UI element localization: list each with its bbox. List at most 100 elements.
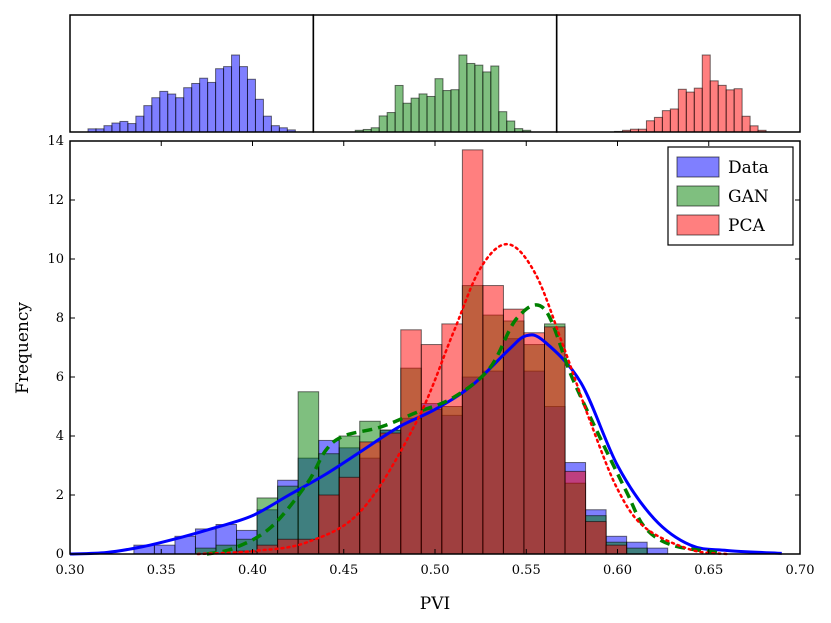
bar-pca-12 [379, 432, 402, 555]
marginal-bar-pca-9 [645, 120, 655, 133]
y-tick-label: 10 [47, 252, 64, 267]
marginal-bar-data-15 [207, 81, 217, 133]
y-axis-title: Frequency [13, 302, 33, 394]
marginal-bar-data-2 [103, 125, 113, 133]
x-tick-label: 0.55 [512, 563, 541, 578]
x-tick-label: 0.45 [329, 563, 358, 578]
marginal-bar-data-22 [262, 115, 272, 133]
marginal-bar-data-3 [111, 122, 121, 133]
marginal-bar-data-21 [254, 98, 264, 133]
x-tick-label: 0.60 [603, 563, 632, 578]
x-tick-label: 0.40 [238, 563, 267, 578]
marginal-bar-pca-14 [685, 91, 695, 133]
marginal-bar-gan-6 [378, 115, 388, 133]
bar-pca-23 [605, 544, 628, 555]
marginal-bar-pca-16 [701, 54, 711, 133]
x-tick-label: 0.35 [147, 563, 176, 578]
marginal-bar-gan-19 [482, 71, 492, 133]
marginal-bar-pca-18 [717, 84, 727, 133]
x-tick-label: 0.50 [421, 563, 450, 578]
bar-pca-8 [297, 538, 320, 555]
marginal-bar-pca-13 [677, 88, 687, 133]
marginal-bar-gan-16 [458, 54, 468, 133]
marginal-bar-pca-19 [725, 89, 735, 133]
marginal-bar-gan-12 [426, 95, 436, 133]
bar-data-25 [646, 547, 669, 555]
marginal-bar-gan-9 [402, 102, 412, 133]
kde-data [69, 333, 782, 556]
bar-gan-24 [626, 547, 648, 555]
y-tick-label: 14 [47, 134, 64, 149]
marginal-bar-gan-14 [442, 90, 452, 133]
kde-gan [206, 303, 719, 556]
marginal-bar-data-17 [223, 66, 233, 133]
marginal-bar-gan-21 [498, 111, 508, 133]
bar-pca-22 [585, 521, 607, 555]
marginal-bar-data-18 [231, 54, 241, 133]
marginal-histograms [69, 14, 801, 133]
marginal-bar-data-23 [270, 125, 280, 133]
marginal-bar-data-7 [143, 105, 153, 133]
marginal-bar-data-8 [151, 97, 161, 133]
marginal-bar-data-4 [119, 120, 129, 133]
marginal-bar-data-5 [127, 123, 137, 133]
marginal-bar-gan-13 [434, 78, 444, 133]
marginal-bar-gan-17 [466, 62, 476, 133]
kde-pca [196, 242, 729, 556]
legend-swatch-pca [676, 214, 720, 236]
marginal-bar-data-11 [175, 97, 185, 133]
y-tick-label: 12 [47, 193, 64, 208]
marginal-bar-data-19 [239, 66, 248, 133]
marginal-bar-gan-10 [410, 97, 420, 133]
bar-data-1 [153, 544, 176, 555]
marginal-bar-pca-22 [749, 125, 759, 133]
marginal-bar-gan-7 [386, 112, 396, 133]
legend-label-pca: PCA [728, 216, 765, 236]
marginal-bar-gan-22 [506, 120, 516, 133]
marginal-bar-gan-11 [418, 93, 428, 133]
marginal-bar-pca-21 [741, 115, 751, 133]
y-tick-label: 4 [56, 429, 64, 444]
legend-label-data: Data [728, 158, 769, 178]
legend-label-gan: GAN [728, 187, 769, 207]
bar-pca-21 [564, 470, 587, 555]
marginal-bar-gan-8 [394, 84, 404, 133]
x-tick-label: 0.70 [786, 563, 815, 578]
marginal-bar-pca-15 [693, 87, 703, 133]
marginal-bar-pca-17 [709, 80, 719, 133]
bar-pca-20 [544, 326, 566, 555]
x-tick-label: 0.30 [56, 563, 85, 578]
marginal-frame-pca [555, 14, 801, 133]
bar-pca-9 [318, 494, 340, 555]
bar-pca-17 [482, 285, 504, 555]
legend-swatch-data [676, 156, 720, 178]
legend-swatch-gan [676, 185, 720, 207]
marginal-bar-gan-18 [474, 64, 484, 133]
marginal-bar-gan-20 [490, 65, 500, 133]
kde-curves [69, 242, 782, 556]
bar-pca-19 [523, 332, 545, 555]
bar-pca-14 [420, 344, 443, 555]
main-axes: 0.30 0.35 0.40 0.45 0.50 0.55 0.60 0.65 0.70 0 2 4 6… [47, 134, 814, 578]
marginal-bar-gan-15 [450, 89, 460, 133]
bar-gan-8 [297, 391, 320, 555]
legend: Data GAN PCA [667, 146, 794, 246]
marginal-bar-pca-11 [661, 110, 671, 133]
marginal-bar-data-13 [191, 82, 201, 133]
marginal-bar-data-20 [246, 78, 256, 133]
marginal-bar-data-9 [159, 90, 169, 133]
x-axis-title: PVI [420, 594, 450, 614]
marginal-bar-data-6 [135, 115, 145, 133]
bar-pca-11 [359, 441, 381, 555]
marginal-bar-pca-12 [669, 108, 679, 133]
marginal-bar-pca-10 [653, 116, 663, 133]
y-tick-label: 2 [56, 488, 64, 503]
marginal-bar-data-14 [199, 77, 209, 133]
y-tick-label: 0 [56, 547, 64, 562]
bar-pca-15 [441, 323, 463, 555]
y-tick-label: 6 [56, 370, 64, 385]
bar-pca-16 [461, 149, 484, 555]
bar-pca-13 [400, 329, 422, 555]
main-histogram-bars [133, 149, 669, 555]
